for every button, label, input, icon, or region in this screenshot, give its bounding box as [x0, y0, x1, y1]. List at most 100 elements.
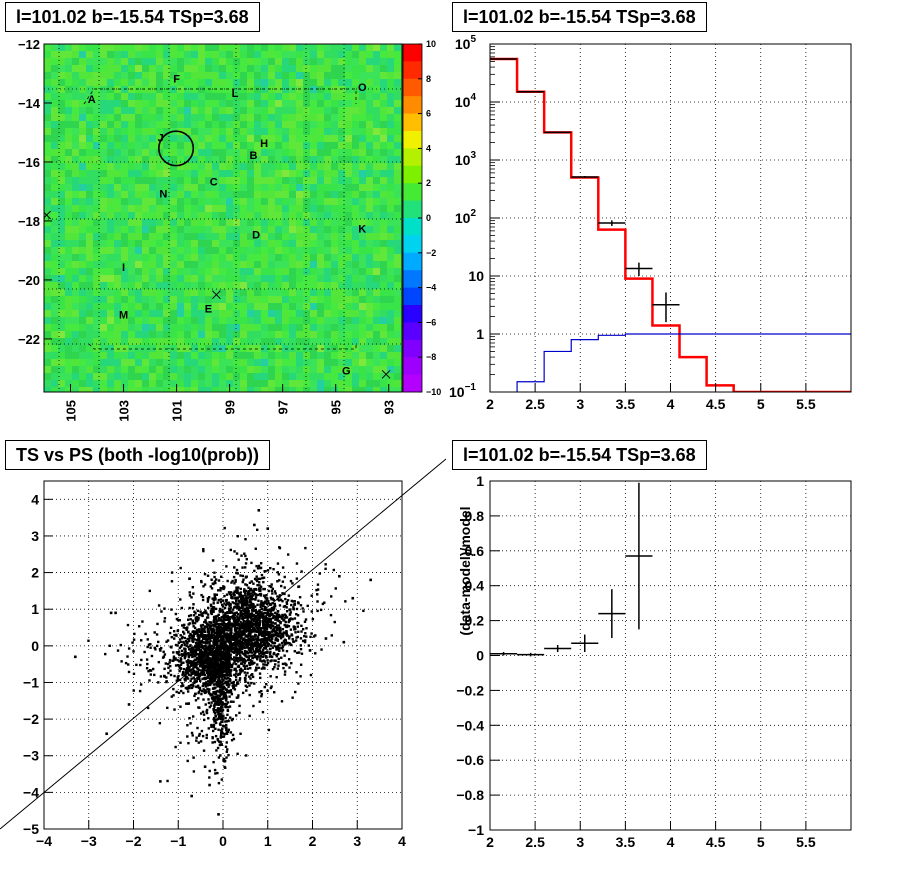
- map-pixel: [247, 93, 254, 100]
- map-pixel: [177, 317, 184, 324]
- map-pixel: [268, 156, 275, 163]
- map-pixel: [240, 254, 247, 261]
- scatter-point: [259, 645, 262, 648]
- scatter-point: [206, 654, 210, 657]
- map-pixel: [366, 198, 373, 205]
- map-pixel: [282, 324, 289, 331]
- scatter-point: [207, 680, 210, 683]
- map-pixel: [352, 142, 359, 149]
- scatter-point: [253, 630, 256, 633]
- map-pixel: [380, 149, 387, 156]
- map-pixel: [240, 373, 247, 380]
- scatter-point: [173, 708, 176, 711]
- map-pixel: [58, 282, 65, 289]
- map-pixel: [212, 79, 219, 86]
- map-pixel: [261, 170, 268, 177]
- map-pixel: [261, 142, 268, 149]
- scatter-point: [234, 667, 237, 671]
- scatter-point: [197, 616, 200, 620]
- map-pixel: [142, 191, 149, 198]
- scatter-point: [256, 641, 260, 645]
- map-pixel: [51, 268, 58, 275]
- map-pixel: [296, 331, 303, 338]
- map-pixel: [58, 324, 65, 331]
- map-pixel: [345, 261, 352, 268]
- scatter-point: [261, 650, 264, 653]
- colorbar-segment: [403, 113, 422, 132]
- map-pixel: [226, 366, 233, 373]
- map-pixel: [107, 184, 114, 191]
- map-pixel: [163, 240, 170, 247]
- map-pixel: [338, 324, 345, 331]
- map-source-label: F: [173, 73, 180, 85]
- map-pixel: [296, 387, 303, 392]
- map-pixel: [65, 191, 72, 198]
- map-pixel: [198, 121, 205, 128]
- map-pixel: [366, 58, 373, 65]
- scatter-point: [270, 589, 274, 593]
- map-pixel: [331, 114, 338, 121]
- scatter-point: [265, 602, 269, 606]
- map-pixel: [142, 51, 149, 58]
- map-pixel: [72, 128, 79, 135]
- map-pixel: [142, 247, 149, 254]
- scatter-point: [197, 668, 201, 671]
- map-pixel: [149, 233, 156, 240]
- map-pixel: [380, 324, 387, 331]
- map-pixel: [303, 149, 310, 156]
- map-pixel: [114, 366, 121, 373]
- map-pixel: [331, 142, 338, 149]
- map-pixel: [268, 121, 275, 128]
- scatter-point: [186, 665, 190, 668]
- map-pixel: [373, 282, 380, 289]
- map-pixel: [345, 51, 352, 58]
- scatter-point: [222, 667, 226, 670]
- map-pixel: [310, 100, 317, 107]
- scatter-point: [255, 619, 259, 623]
- map-pixel: [366, 352, 373, 359]
- scatter-point: [255, 626, 259, 629]
- map-pixel: [198, 135, 205, 142]
- scatter-point: [286, 641, 289, 645]
- scatter-point: [234, 578, 237, 582]
- map-pixel: [205, 268, 212, 275]
- map-pixel: [156, 380, 163, 387]
- scatter-point: [220, 616, 223, 619]
- map-pixel: [317, 226, 324, 233]
- map-pixel: [93, 226, 100, 233]
- map-pixel: [170, 51, 177, 58]
- map-pixel: [65, 86, 72, 93]
- scatter-point: [300, 630, 303, 633]
- scatter-point: [250, 592, 253, 595]
- map-pixel: [394, 93, 401, 100]
- scatter-point: [193, 677, 196, 681]
- map-pixel: [268, 240, 275, 247]
- map-pixel: [303, 205, 310, 212]
- map-pixel: [317, 212, 324, 219]
- scatter-point: [194, 641, 198, 645]
- map-pixel: [212, 324, 219, 331]
- map-pixel: [366, 226, 373, 233]
- scatter-point: [243, 661, 246, 665]
- map-pixel: [107, 142, 114, 149]
- map-pixel: [240, 247, 247, 254]
- map-pixel: [317, 135, 324, 142]
- map-pixel: [373, 317, 380, 324]
- scatter-point: [183, 623, 186, 627]
- map-pixel: [282, 65, 289, 72]
- map-pixel: [359, 51, 366, 58]
- map-pixel: [72, 359, 79, 366]
- scatter-point: [182, 661, 185, 664]
- map-pixel: [310, 366, 317, 373]
- map-pixel: [359, 289, 366, 296]
- map-pixel: [275, 310, 282, 317]
- map-pixel: [296, 380, 303, 387]
- map-pixel: [86, 44, 93, 51]
- map-pixel: [114, 261, 121, 268]
- map-pixel: [366, 135, 373, 142]
- map-pixel: [373, 254, 380, 261]
- map-pixel: [79, 254, 86, 261]
- scatter-point: [217, 613, 220, 616]
- scatter-point: [184, 647, 187, 651]
- scatter-point: [180, 653, 184, 656]
